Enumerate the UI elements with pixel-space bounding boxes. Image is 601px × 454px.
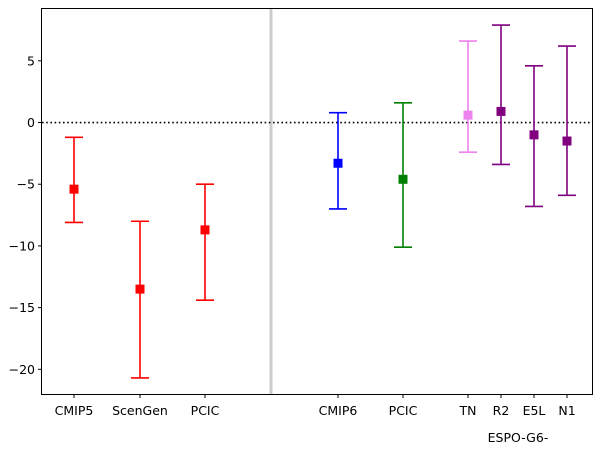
data-point-marker	[562, 136, 572, 146]
x-tick-label: CMIP5	[55, 403, 94, 418]
x-tick-label: CMIP6	[319, 403, 358, 418]
y-tick-label: 5	[27, 53, 35, 68]
x-tick-label: TN	[459, 403, 477, 418]
x-tick-label: R2	[493, 403, 510, 418]
x-tick-label: E5L	[523, 403, 546, 418]
data-point-marker	[200, 225, 210, 235]
data-point-marker	[463, 110, 473, 120]
y-tick-label: −15	[9, 300, 35, 315]
y-tick-label: −5	[17, 177, 35, 192]
x-tick-label: ScenGen	[112, 403, 168, 418]
data-point-marker	[135, 284, 145, 294]
y-tick-label: −10	[9, 238, 35, 253]
y-tick-label: 0	[27, 115, 35, 130]
plot-layer	[42, 9, 592, 394]
data-point-marker	[496, 106, 506, 116]
x-tick-label: N1	[558, 403, 575, 418]
data-point-marker	[333, 158, 343, 168]
group-label: ESPO-G6-	[488, 430, 549, 445]
data-point-marker	[69, 184, 79, 194]
data-point-marker	[398, 174, 408, 184]
y-tick-label: −20	[9, 362, 35, 377]
x-tick-label: PCIC	[191, 403, 220, 418]
x-tick-label: PCIC	[389, 403, 418, 418]
plot-frame	[41, 8, 593, 395]
data-point-marker	[529, 130, 539, 140]
